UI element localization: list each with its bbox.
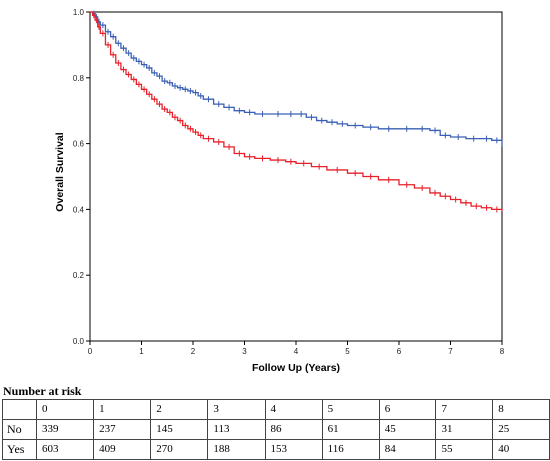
risk-header-cell: 4 — [264, 399, 323, 420]
risk-cell: 86 — [264, 419, 323, 440]
risk-cell: 55 — [435, 439, 494, 460]
risk-cell: 153 — [264, 439, 323, 460]
plot-frame — [89, 11, 503, 342]
x-tick-label: 3 — [242, 347, 247, 356]
y-tick-label: 1.0 — [73, 8, 85, 17]
risk-header-cell: 1 — [93, 399, 152, 420]
risk-header-cell: 0 — [36, 399, 95, 420]
risk-cell: 61 — [321, 419, 380, 440]
survival-curve-1 — [90, 11, 503, 147]
risk-cell: 25 — [492, 419, 550, 440]
y-tick-label: 0.4 — [73, 205, 85, 214]
risk-table-header-row: 0 1 2 3 4 5 6 7 8 — [1, 399, 550, 420]
x-tick-label: 0 — [88, 347, 93, 356]
risk-cell: 188 — [207, 439, 266, 460]
x-tick-label: 2 — [191, 347, 196, 356]
risk-table-title: Number at risk — [3, 384, 82, 398]
survival-curve-2 — [90, 11, 503, 212]
risk-row-label: No — [1, 419, 38, 440]
y-axis-title: Overall Survival — [54, 132, 66, 211]
x-axis: 0 1 2 3 4 5 6 7 8 — [88, 341, 505, 356]
risk-cell: 145 — [150, 419, 209, 440]
risk-header-cell: 7 — [435, 399, 494, 420]
risk-cell: 270 — [150, 439, 209, 460]
risk-header-cell: 6 — [378, 399, 437, 420]
x-tick-label: 1 — [139, 347, 144, 356]
risk-cell: 237 — [93, 419, 152, 440]
x-tick-label: 6 — [397, 347, 402, 356]
risk-row-label: Yes — [1, 439, 38, 460]
risk-cell: 84 — [378, 439, 437, 460]
risk-cell: 603 — [36, 439, 95, 460]
risk-cell: 40 — [492, 439, 550, 460]
x-tick-label: 4 — [294, 347, 299, 356]
survival-curves — [90, 10, 503, 213]
risk-header-cell: 2 — [150, 399, 209, 420]
y-axis: 0.0 0.2 0.4 0.6 0.8 1.0 — [73, 8, 90, 346]
km-chart: 0 1 2 3 4 5 6 7 8 0.0 0.2 0.4 0.6 0.8 1.0 Follow Up (… — [54, 8, 505, 374]
risk-table-row-yes: Yes 603 409 270 188 153 116 84 55 40 — [1, 439, 550, 460]
risk-header-cell: 8 — [492, 399, 550, 420]
risk-cell: 409 — [93, 439, 152, 460]
x-tick-label: 7 — [448, 347, 453, 356]
risk-cell: 339 — [36, 419, 95, 440]
risk-cell: 31 — [435, 419, 494, 440]
risk-table-row-no: No 339 237 145 113 86 61 45 31 25 — [1, 419, 550, 440]
y-tick-label: 0.8 — [73, 74, 85, 83]
risk-header-cell: 3 — [207, 399, 266, 420]
x-axis-title: Follow Up (Years) — [252, 362, 340, 374]
x-tick-label: 8 — [500, 347, 505, 356]
risk-header-cell: 5 — [321, 399, 380, 420]
y-tick-label: 0.2 — [73, 271, 85, 280]
risk-cell: 113 — [207, 419, 266, 440]
risk-cell: 116 — [321, 439, 380, 460]
y-tick-label: 0.0 — [73, 337, 85, 346]
x-tick-label: 5 — [345, 347, 350, 356]
risk-cell: 45 — [378, 419, 437, 440]
risk-header-cell — [1, 399, 38, 420]
y-tick-label: 0.6 — [73, 140, 85, 149]
risk-table: 0 1 2 3 4 5 6 7 8 No 339 237 145 113 86 … — [1, 399, 550, 460]
